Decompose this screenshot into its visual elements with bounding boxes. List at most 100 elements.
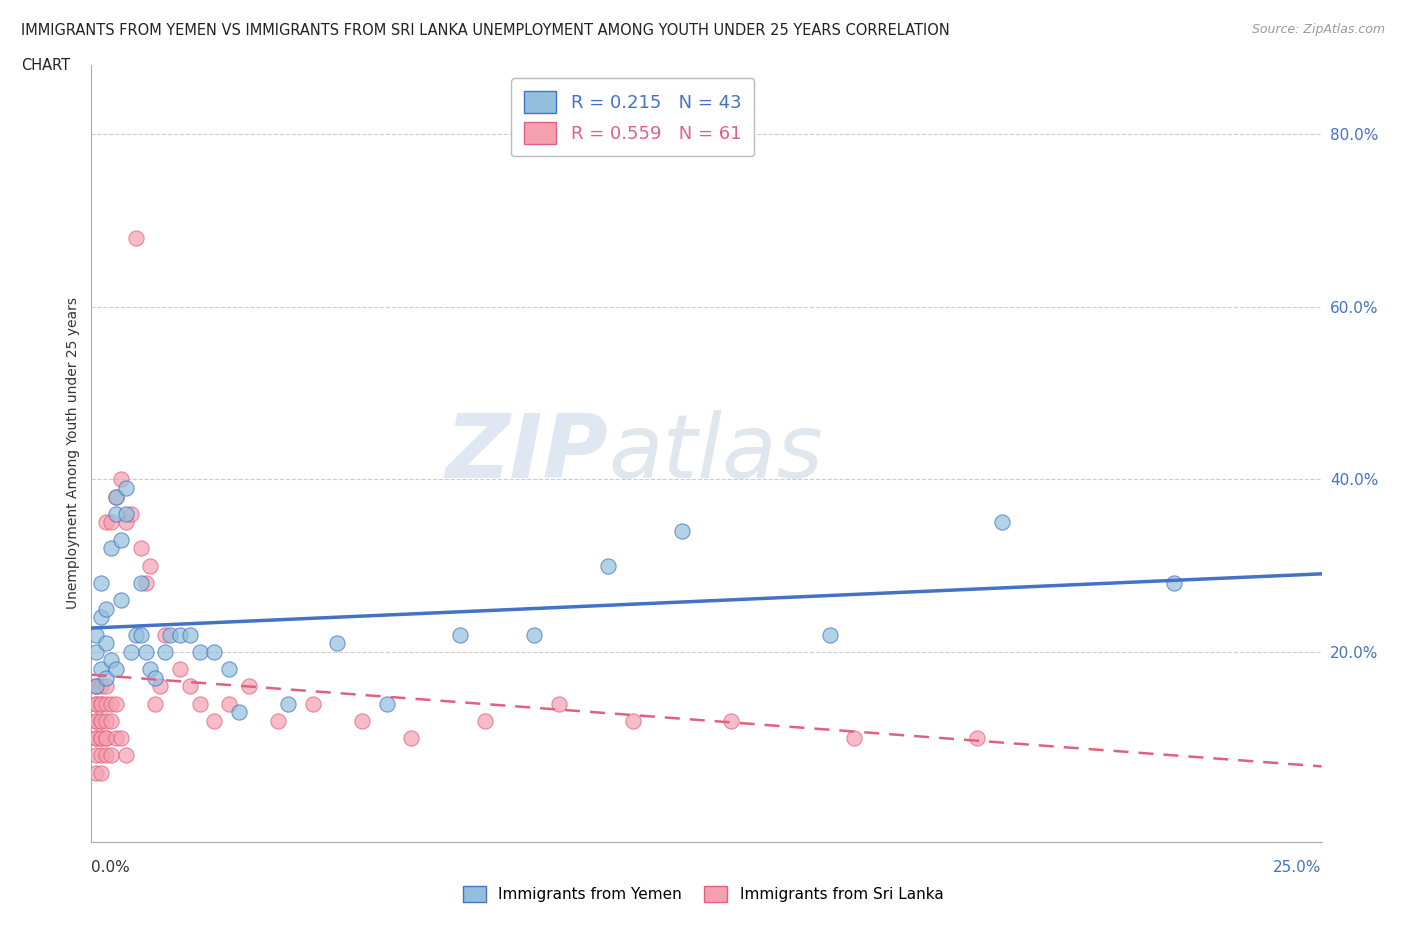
Point [90,679,112,694]
Point [86,644,108,659]
Point [120,644,142,659]
Point [169,661,191,676]
Point [90,697,112,711]
Point [86,679,108,694]
Point [110,731,132,746]
Point [86,731,108,746]
Point [90,697,112,711]
Point [90,748,112,763]
Point [86,627,108,642]
Point [218,661,240,676]
Point [375,697,398,711]
Y-axis label: Unemployment Among Youth under 25 years: Unemployment Among Youth under 25 years [66,298,80,609]
Point [96,748,117,763]
Point [818,627,841,642]
Point [105,506,127,521]
Point [90,610,112,625]
Point [135,644,156,659]
Point [86,748,108,763]
Point [114,481,138,496]
Point [105,661,127,676]
Text: 0.0%: 0.0% [91,860,131,875]
Point [90,731,112,746]
Point [523,627,546,642]
Point [86,679,108,694]
Point [114,506,138,521]
Point [90,576,112,591]
Point [153,627,177,642]
Point [96,731,117,746]
Point [100,653,122,668]
Point [90,661,112,676]
Point [96,713,117,728]
Point [124,627,146,642]
Point [202,713,225,728]
Point [159,627,181,642]
Text: Source: ZipAtlas.com: Source: ZipAtlas.com [1251,23,1385,36]
Point [110,592,132,607]
Point [621,713,644,728]
Point [277,697,299,711]
Text: IMMIGRANTS FROM YEMEN VS IMMIGRANTS FROM SRI LANKA UNEMPLOYMENT AMONG YOUTH UNDE: IMMIGRANTS FROM YEMEN VS IMMIGRANTS FROM… [21,23,950,38]
Point [96,731,117,746]
Point [96,636,117,651]
Point [86,731,108,746]
Point [110,532,132,547]
Point [90,713,112,728]
Point [169,627,191,642]
Point [145,671,166,685]
Point [238,679,260,694]
Point [86,765,108,780]
Point [105,731,127,746]
Point [228,705,250,720]
Point [86,697,108,711]
Point [202,644,225,659]
Point [474,713,496,728]
Point [96,515,117,530]
Point [671,524,693,538]
Point [267,713,290,728]
Point [129,576,152,591]
Point [105,697,127,711]
Point [105,489,127,504]
Text: atlas: atlas [607,410,823,497]
Point [135,576,156,591]
Point [100,713,122,728]
Point [596,558,619,573]
Point [90,765,112,780]
Point [96,671,117,685]
Point [96,602,117,617]
Point [188,697,211,711]
Point [86,713,108,728]
Legend: Immigrants from Yemen, Immigrants from Sri Lanka: Immigrants from Yemen, Immigrants from S… [457,880,949,909]
Point [86,697,108,711]
Point [139,661,162,676]
Point [449,627,471,642]
Point [399,731,422,746]
Point [124,231,146,246]
Point [114,515,138,530]
Point [179,627,201,642]
Point [105,489,127,504]
Legend: R = 0.215   N = 43, R = 0.559   N = 61: R = 0.215 N = 43, R = 0.559 N = 61 [512,78,754,156]
Point [153,644,177,659]
Point [720,713,742,728]
Point [86,679,108,694]
Point [990,515,1012,530]
Point [842,731,865,746]
Point [120,506,142,521]
Point [114,748,138,763]
Text: 25.0%: 25.0% [1274,860,1322,875]
Point [326,636,349,651]
Point [100,541,122,556]
Point [1163,576,1185,591]
Point [90,713,112,728]
Point [139,558,162,573]
Point [100,697,122,711]
Point [90,731,112,746]
Text: ZIP: ZIP [446,410,607,497]
Point [129,627,152,642]
Point [110,472,132,486]
Point [966,731,988,746]
Point [547,697,569,711]
